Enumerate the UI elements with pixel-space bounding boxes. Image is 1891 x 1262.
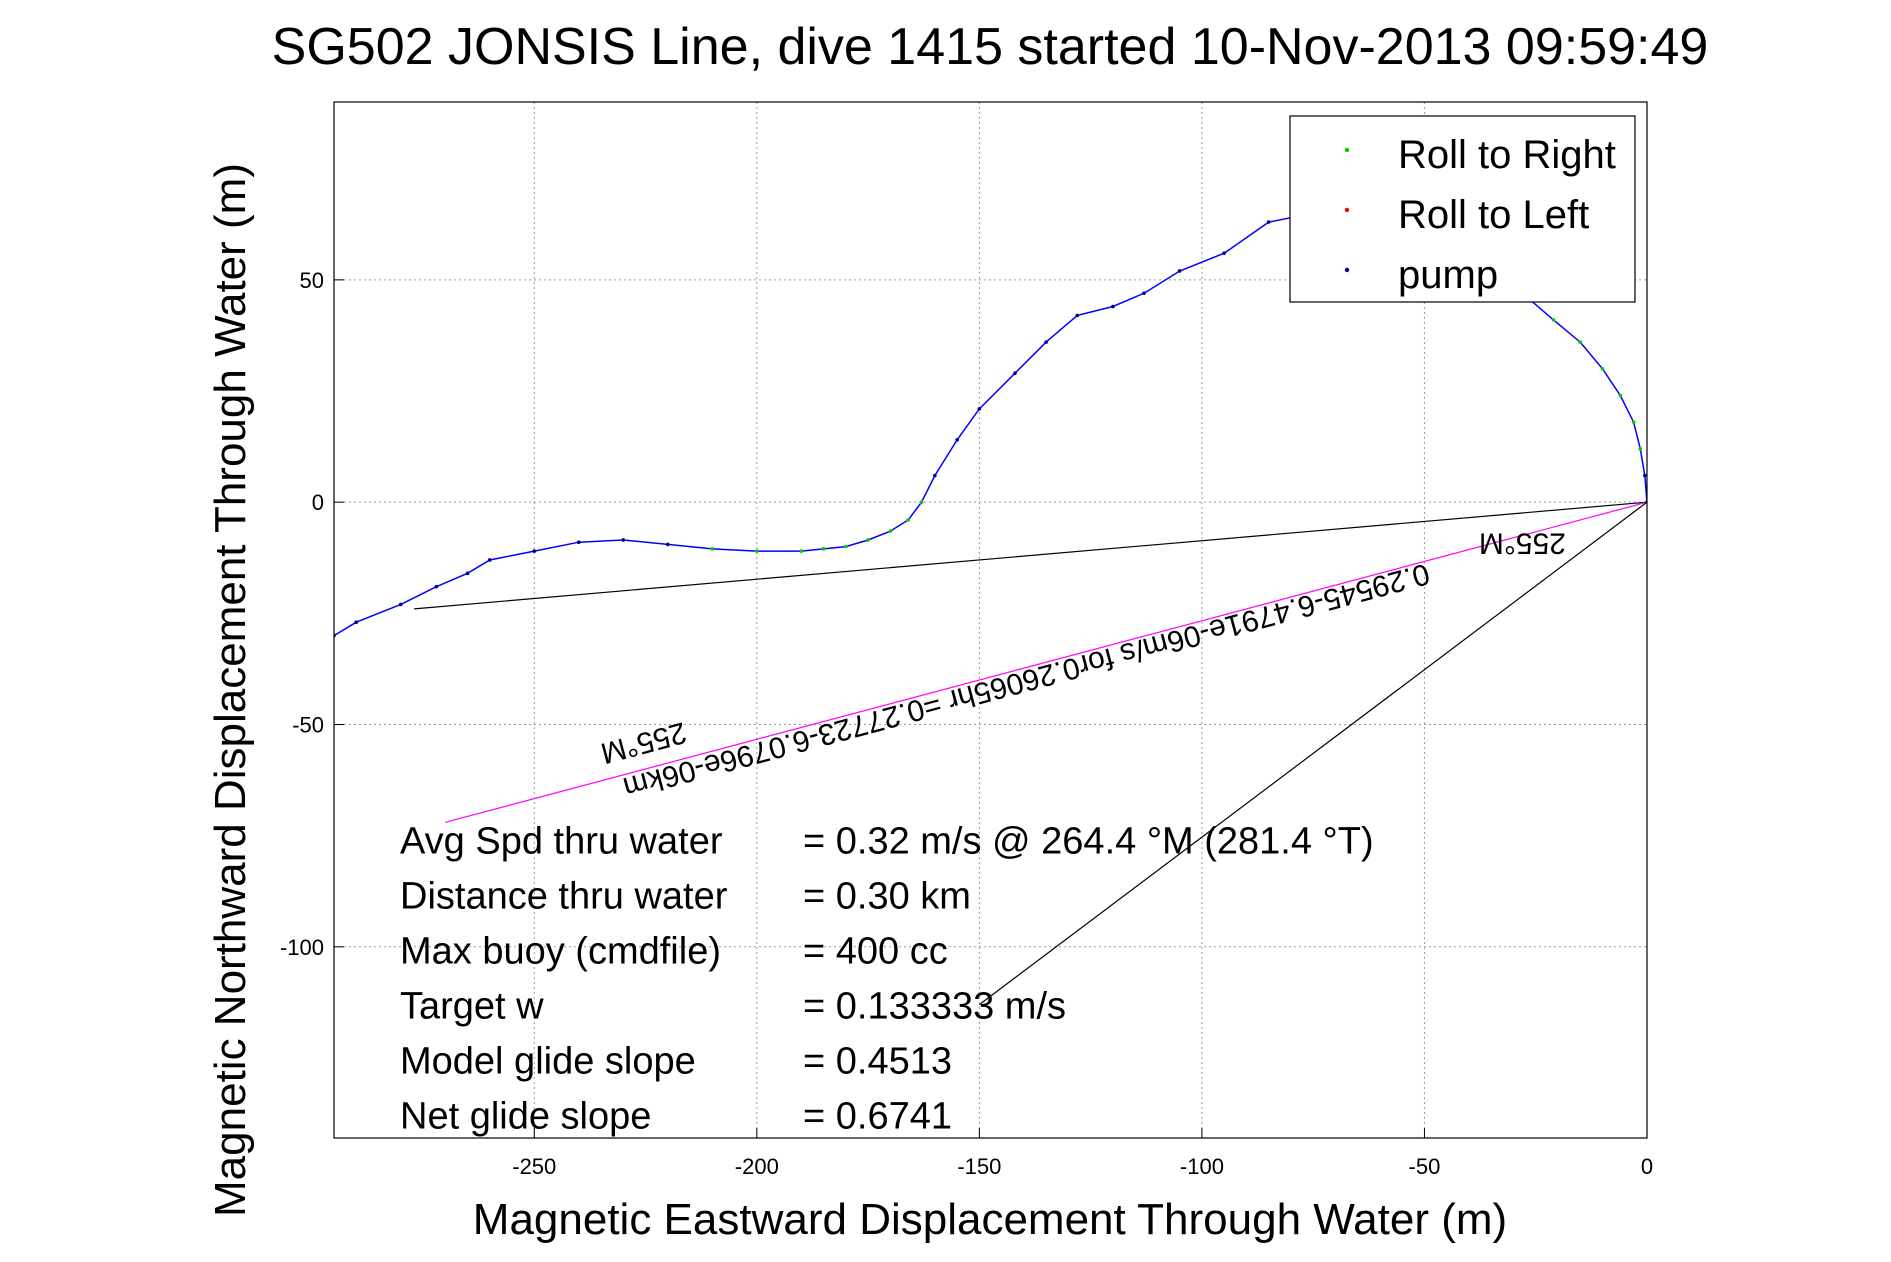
reference-line bbox=[979, 501, 1647, 1006]
dive-sample-point bbox=[1618, 393, 1623, 398]
x-tick-label: -150 bbox=[957, 1154, 1001, 1179]
x-tick-label: -250 bbox=[512, 1154, 556, 1179]
reference-line bbox=[445, 501, 1647, 823]
dive-sample-point bbox=[866, 538, 870, 542]
dive-sample-point bbox=[755, 549, 759, 553]
y-axis-label: Magnetic Northward Displacement Through … bbox=[206, 163, 255, 1217]
y-tick-label: 50 bbox=[300, 268, 324, 293]
stat-value: = 0.6741 bbox=[803, 1095, 952, 1137]
dive-sample-point bbox=[1638, 447, 1643, 451]
dive-sample-point bbox=[1266, 220, 1271, 224]
dive-sample-point bbox=[465, 571, 470, 576]
stats-block: Avg Spd thru water = 0.32 m/s @ 264.4 °M … bbox=[400, 820, 1374, 1137]
stat-label: Target w bbox=[400, 985, 544, 1027]
dive-sample-point bbox=[933, 473, 937, 478]
stat-label: Avg Spd thru water bbox=[400, 820, 723, 862]
dive-sample-point bbox=[1177, 269, 1182, 273]
legend-label: Roll to Left bbox=[1398, 193, 1589, 237]
dive-sample-point bbox=[354, 620, 359, 625]
stat-label: Model glide slope bbox=[400, 1040, 696, 1082]
annotation-text: 0.29545-6.4791e-06m/s for0.26065hr =0.27… bbox=[620, 557, 1433, 805]
stat-value: = 0.32 m/s @ 264.4 °M (281.4 °T) bbox=[803, 820, 1374, 862]
reference-lines bbox=[414, 501, 1647, 1006]
dive-sample-point bbox=[799, 549, 804, 553]
tick-labels: -250 -200 -150 -100 -50 0 50 0 -50 -100 bbox=[280, 268, 1653, 1179]
x-tick-label: -50 bbox=[1409, 1154, 1441, 1179]
dive-track-line bbox=[334, 212, 1647, 637]
reference-line bbox=[414, 501, 1647, 610]
x-tick-label: 0 bbox=[1641, 1154, 1653, 1179]
x-tick-label: -100 bbox=[1180, 1154, 1224, 1179]
dive-sample-point bbox=[487, 558, 492, 562]
stat-value: = 0.4513 bbox=[803, 1040, 952, 1082]
chart-title: SG502 JONSIS Line, dive 1415 started 10-… bbox=[272, 18, 1709, 76]
dive-sample-point bbox=[1075, 313, 1080, 318]
dive-sample-point bbox=[576, 540, 581, 544]
dive-sample-point bbox=[955, 438, 959, 442]
dive-sample-point bbox=[844, 544, 848, 549]
legend-marker bbox=[1344, 207, 1350, 213]
grid bbox=[334, 102, 1648, 1138]
dive-sample-point bbox=[1013, 371, 1017, 376]
dive-sample-point bbox=[1142, 291, 1146, 295]
legend: Roll to Right Roll to Left pump bbox=[1289, 115, 1636, 303]
dive-sample-point bbox=[1551, 318, 1556, 322]
dive-sample-point bbox=[621, 538, 626, 542]
stat-label: Max buoy (cmdfile) bbox=[400, 930, 721, 972]
stat-value: = 0.30 km bbox=[803, 875, 971, 917]
y-tick-label: 0 bbox=[312, 490, 324, 515]
dive-sample-point bbox=[434, 584, 439, 589]
stat-value: = 0.133333 m/s bbox=[803, 985, 1066, 1027]
dive-sample-point bbox=[919, 500, 924, 504]
annotations: 255°M 0.29545-6.4791e-06m/s for0.26065hr … bbox=[597, 526, 1566, 804]
dive-sample-point bbox=[666, 542, 670, 547]
dive-sample-point bbox=[977, 406, 982, 411]
legend-label: pump bbox=[1398, 253, 1498, 297]
legend-marker bbox=[1344, 267, 1350, 273]
dive-sample-point bbox=[1642, 473, 1647, 478]
annotation-text: 255°M bbox=[1479, 526, 1566, 559]
dive-sample-point bbox=[888, 529, 893, 533]
stat-label: Net glide slope bbox=[400, 1095, 651, 1137]
dive-sample-point bbox=[710, 547, 715, 551]
dive-sample-point bbox=[398, 602, 403, 607]
legend-marker bbox=[1344, 147, 1350, 153]
stat-value: = 400 cc bbox=[803, 930, 948, 972]
y-tick-label: -100 bbox=[280, 935, 324, 960]
legend-label: Roll to Right bbox=[1398, 133, 1616, 177]
dive-sample-point bbox=[1600, 366, 1605, 371]
dive-sample-point bbox=[532, 549, 537, 553]
dive-sample-point bbox=[906, 518, 910, 522]
dive-sample-point bbox=[1631, 420, 1636, 424]
dive-sample-point bbox=[1222, 251, 1226, 255]
dive-sample-point bbox=[821, 547, 826, 551]
x-tick-label: -200 bbox=[735, 1154, 779, 1179]
dive-sample-point bbox=[1044, 340, 1048, 344]
stat-label: Distance thru water bbox=[400, 875, 728, 917]
dive-sample-point bbox=[1578, 340, 1583, 344]
y-tick-label: -50 bbox=[292, 712, 324, 737]
x-axis-label: Magnetic Eastward Displacement Through W… bbox=[473, 1195, 1507, 1244]
dive-sample-point bbox=[1111, 304, 1115, 309]
plot-area-frame bbox=[333, 101, 1648, 1139]
